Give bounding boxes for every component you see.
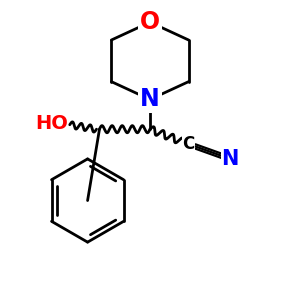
Text: C: C xyxy=(182,135,195,153)
Text: N: N xyxy=(222,149,239,169)
Text: N: N xyxy=(140,88,160,112)
Text: HO: HO xyxy=(35,114,68,133)
Text: O: O xyxy=(140,10,160,34)
